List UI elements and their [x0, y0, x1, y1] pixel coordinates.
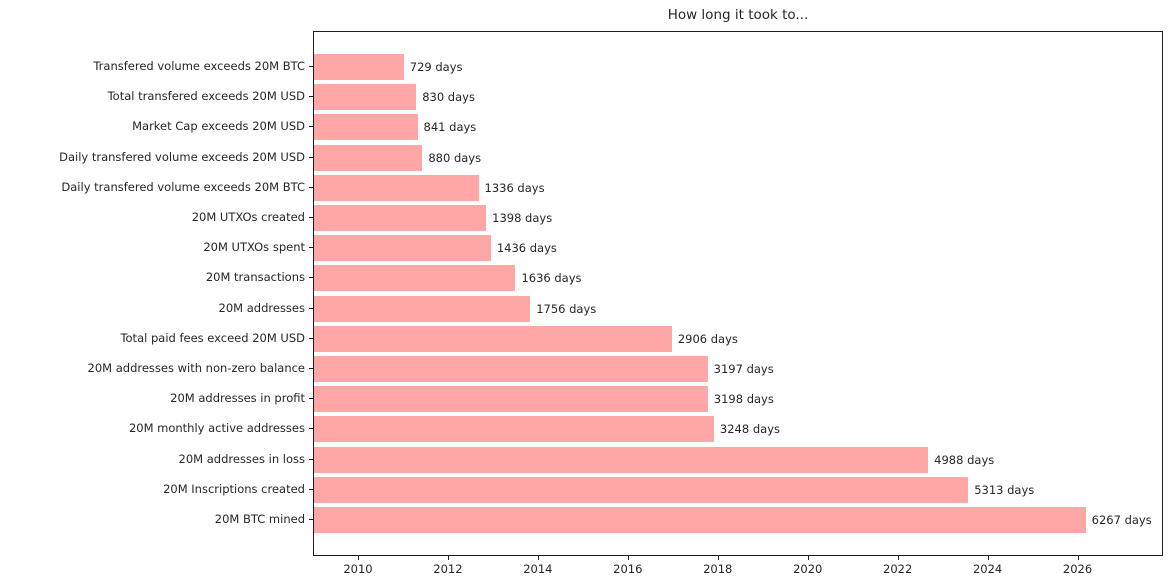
x-axis-tick: [987, 556, 989, 560]
bar-value-label: 1436 days: [496, 241, 557, 256]
y-axis-tick: [309, 307, 313, 309]
x-axis-tick: [807, 556, 809, 560]
y-axis-label: 20M addresses with non-zero balance: [87, 361, 305, 375]
x-axis-tick: [537, 556, 539, 560]
bar-value-label: 3197 days: [713, 362, 774, 376]
x-axis-tick-label: 2024: [972, 562, 1003, 576]
bar-value-label: 1636 days: [521, 271, 582, 286]
bar-value-label: 1336 days: [484, 180, 545, 195]
bar-value-label: 1756 days: [536, 301, 597, 316]
y-axis-label: 20M BTC mined: [214, 512, 305, 526]
y-axis-tick: [309, 66, 313, 67]
bar: [314, 235, 491, 262]
y-axis-tick: [309, 337, 313, 339]
x-axis-tick-label: 2022: [883, 562, 913, 576]
y-axis-label: Daily transfered volume exceeds 20M BTC: [61, 179, 305, 194]
y-axis-tick: [309, 519, 313, 520]
y-axis-label: Total paid fees exceed 20M USD: [120, 330, 305, 345]
x-axis-tick-label: 2026: [1062, 562, 1093, 576]
y-axis-tick: [309, 217, 313, 218]
bar: [314, 356, 708, 382]
y-axis-label: 20M UTXOs created: [191, 210, 305, 224]
y-axis-tick: [309, 368, 313, 369]
x-axis-tick-label: 2014: [523, 562, 553, 576]
bar: [314, 446, 929, 473]
y-axis-tick: [309, 126, 313, 128]
y-axis-label: 20M addresses in loss: [178, 451, 305, 466]
y-axis-tick: [309, 156, 313, 158]
y-axis-label: 20M addresses in profit: [170, 391, 305, 406]
y-axis-label: 20M UTXOs spent: [203, 240, 305, 255]
bar-value-label: 3248 days: [719, 422, 780, 437]
x-axis-tick: [627, 556, 629, 560]
bar-value-label: 830 days: [422, 90, 475, 105]
y-axis-tick: [309, 247, 313, 249]
bar: [314, 386, 708, 413]
bar: [314, 144, 423, 171]
y-axis-tick: [309, 458, 313, 460]
bar: [314, 507, 1086, 533]
bar-value-label: 6267 days: [1091, 513, 1152, 527]
bar-value-label: 880 days: [428, 150, 482, 165]
x-axis-tick-label: 2012: [433, 562, 463, 576]
y-axis-label: Daily transfered volume exceeds 20M USD: [59, 149, 305, 164]
x-axis-tick-label: 2010: [343, 562, 373, 576]
y-axis-label: Transfered volume exceeds 20M BTC: [93, 59, 305, 73]
x-axis-tick: [357, 556, 359, 560]
y-axis-label: 20M monthly active addresses: [128, 421, 305, 436]
x-axis-tick-label: 2020: [793, 562, 823, 576]
bar: [314, 295, 531, 322]
x-axis-tick: [717, 556, 719, 560]
bar: [314, 174, 479, 201]
bar-value-label: 729 days: [409, 60, 463, 74]
y-axis-label: 20M addresses: [218, 300, 305, 315]
x-axis-tick: [1077, 556, 1079, 560]
y-axis-tick: [309, 277, 313, 279]
x-axis-tick-label: 2018: [703, 562, 733, 576]
bar: [314, 54, 404, 80]
bar: [314, 265, 516, 292]
bar-value-label: 841 days: [423, 120, 477, 135]
chart-title: How long it took to...: [667, 7, 809, 23]
y-axis-label: 20M Inscriptions created: [163, 481, 305, 496]
bar-value-label: 1398 days: [492, 211, 553, 225]
bar: [314, 325, 672, 352]
y-axis-label: 20M transactions: [205, 270, 305, 285]
bar: [314, 476, 969, 503]
bar-value-label: 3198 days: [713, 392, 774, 407]
y-axis-tick: [309, 96, 313, 98]
bar: [314, 416, 714, 443]
bar-value-label: 2906 days: [677, 331, 738, 346]
x-axis-tick: [897, 556, 899, 560]
y-axis-tick: [309, 428, 313, 430]
plot-area: 729 days 830 days 841 days 880 days 1336 day…: [313, 31, 1163, 556]
bar: [314, 114, 418, 141]
bar-value-label: 4988 days: [934, 452, 995, 467]
y-axis-label: Total transfered exceeds 20M USD: [107, 89, 305, 104]
y-axis-label: Market Cap exceeds 20M USD: [132, 119, 305, 134]
x-axis-tick-label: 2016: [613, 562, 643, 576]
bar: [314, 84, 417, 111]
x-axis-tick: [447, 556, 449, 560]
bar: [314, 205, 487, 231]
y-axis-tick: [309, 488, 313, 490]
y-axis-tick: [309, 398, 313, 400]
y-axis-tick: [309, 186, 313, 188]
bar-value-label: 5313 days: [974, 482, 1035, 497]
